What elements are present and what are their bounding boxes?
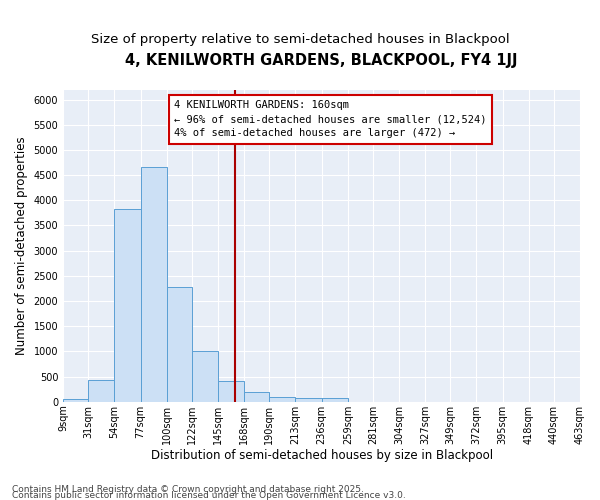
Bar <box>192 352 218 402</box>
Bar <box>115 210 140 402</box>
Text: Contains public sector information licensed under the Open Government Licence v3: Contains public sector information licen… <box>12 491 406 500</box>
Bar <box>167 287 192 402</box>
Bar <box>322 398 348 402</box>
Bar <box>295 398 322 402</box>
Bar <box>140 167 167 402</box>
Bar <box>218 381 244 402</box>
Text: 4 KENILWORTH GARDENS: 160sqm
← 96% of semi-detached houses are smaller (12,524)
: 4 KENILWORTH GARDENS: 160sqm ← 96% of se… <box>174 100 487 138</box>
Bar <box>269 396 295 402</box>
Y-axis label: Number of semi-detached properties: Number of semi-detached properties <box>15 136 28 355</box>
Bar <box>63 400 88 402</box>
Text: Contains HM Land Registry data © Crown copyright and database right 2025.: Contains HM Land Registry data © Crown c… <box>12 484 364 494</box>
Bar <box>244 392 269 402</box>
Title: 4, KENILWORTH GARDENS, BLACKPOOL, FY4 1JJ: 4, KENILWORTH GARDENS, BLACKPOOL, FY4 1J… <box>125 52 518 68</box>
Bar <box>88 380 115 402</box>
X-axis label: Distribution of semi-detached houses by size in Blackpool: Distribution of semi-detached houses by … <box>151 450 493 462</box>
Text: Size of property relative to semi-detached houses in Blackpool: Size of property relative to semi-detach… <box>91 32 509 46</box>
